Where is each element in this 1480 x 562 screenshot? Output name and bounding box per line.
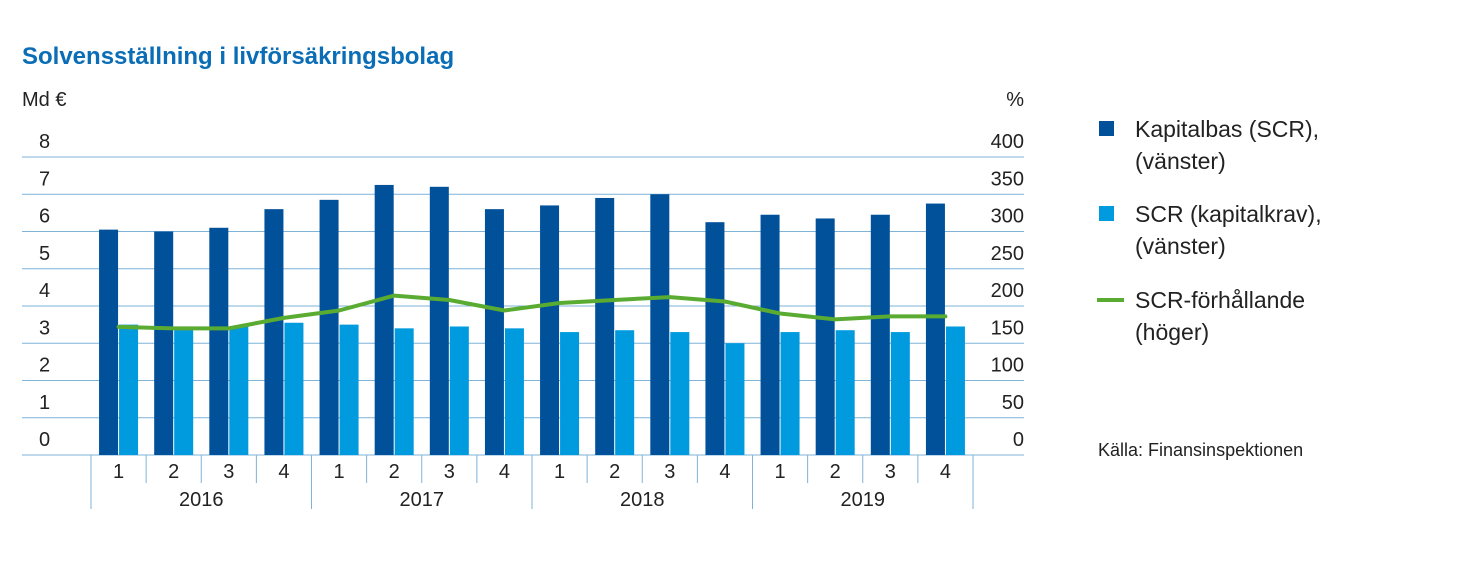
bar-scr	[339, 324, 359, 455]
quarter-label: 1	[554, 461, 565, 483]
right-tick-label: 50	[1002, 392, 1024, 414]
right-tick-label: 150	[991, 317, 1024, 339]
bar-kapitalbas	[650, 194, 670, 455]
left-tick-label: 6	[39, 206, 50, 228]
quarter-label: 1	[334, 461, 345, 483]
year-label: 2017	[400, 489, 445, 511]
right-axis-unit: %	[1006, 89, 1024, 111]
quarter-label: 2	[389, 461, 400, 483]
right-tick-label: 350	[991, 168, 1024, 190]
left-tick-label: 1	[39, 392, 50, 414]
bar-scr	[560, 332, 580, 455]
bar-scr	[174, 326, 194, 455]
year-label: 2018	[620, 489, 665, 511]
bar-scr	[394, 328, 414, 455]
bar-kapitalbas	[705, 222, 725, 455]
quarter-label: 2	[168, 461, 179, 483]
left-tick-label: 2	[39, 355, 50, 377]
right-tick-label: 300	[991, 206, 1024, 228]
bar-kapitalbas	[264, 209, 284, 455]
right-tick-label: 250	[991, 243, 1024, 265]
bar-scr	[229, 326, 249, 455]
bar-scr	[890, 332, 910, 455]
bar-scr	[670, 332, 690, 455]
x-axis: 1 2 3 4 1 2 3 4 1 2 3 4 1 2 3 4 2016 2017 2018 2019	[90, 455, 974, 511]
bar-kapitalbas	[484, 209, 504, 455]
legend: Kapitalbas (SCR), (vänster) SCR (kapitalkr…	[1097, 116, 1322, 345]
legend-swatch-scr	[1099, 206, 1114, 221]
left-tick-label: 5	[39, 243, 50, 265]
bar-scr	[284, 322, 304, 455]
bar-kapitalbas	[870, 214, 890, 455]
ratio-line	[116, 293, 948, 331]
quarter-label: 3	[444, 461, 455, 483]
legend-label: Kapitalbas (SCR),	[1135, 116, 1319, 142]
quarter-label: 2	[609, 461, 620, 483]
quarter-label: 2	[830, 461, 841, 483]
chart-title: Solvensställning i livförsäkringsbolag	[22, 43, 454, 70]
bar-kapitalbas	[429, 186, 449, 456]
left-axis-unit: Md €	[22, 89, 66, 111]
bar-kapitalbas	[374, 184, 394, 455]
bar-scr	[615, 330, 635, 455]
right-tick-label: 400	[991, 131, 1024, 153]
right-tick-label: 100	[991, 355, 1024, 377]
legend-label: (vänster)	[1135, 233, 1226, 259]
bar-scr	[725, 343, 745, 455]
bar-kapitalbas	[595, 197, 615, 455]
year-label: 2016	[179, 489, 224, 511]
bar-kapitalbas	[540, 205, 560, 455]
right-tick-label: 0	[1013, 429, 1024, 451]
legend-label: (höger)	[1135, 319, 1209, 345]
source-note: Källa: Finansinspektionen	[1098, 440, 1303, 460]
quarter-label: 4	[719, 461, 730, 483]
quarter-label: 3	[885, 461, 896, 483]
bar-kapitalbas	[815, 218, 835, 455]
left-tick-label: 4	[39, 280, 50, 302]
quarter-label: 3	[223, 461, 234, 483]
bar-scr	[945, 326, 965, 455]
bar-kapitalbas	[99, 229, 119, 455]
bar-scr	[449, 326, 469, 455]
right-tick-label: 200	[991, 280, 1024, 302]
legend-label: (vänster)	[1135, 148, 1226, 174]
year-label: 2019	[841, 489, 886, 511]
bar-kapitalbas	[154, 231, 174, 455]
quarter-label: 3	[664, 461, 675, 483]
bar-kapitalbas	[925, 203, 945, 455]
legend-label: SCR (kapitalkrav),	[1135, 201, 1322, 227]
bars	[99, 184, 965, 456]
legend-label: SCR-förhållande	[1135, 287, 1305, 313]
ratio-line-path	[116, 293, 948, 331]
bar-kapitalbas	[319, 199, 339, 455]
quarter-label: 4	[499, 461, 510, 483]
quarter-label: 4	[940, 461, 951, 483]
bar-scr	[504, 328, 524, 455]
quarter-label: 1	[113, 461, 124, 483]
left-axis-ticks: 0 1 2 3 4 5 6 7 8	[39, 131, 50, 451]
left-tick-label: 3	[39, 317, 50, 339]
left-tick-label: 8	[39, 131, 50, 153]
bar-kapitalbas	[760, 214, 780, 455]
legend-swatch-kapitalbas	[1099, 121, 1114, 136]
bar-scr	[835, 330, 855, 455]
bar-kapitalbas	[209, 227, 229, 455]
left-tick-label: 7	[39, 168, 50, 190]
quarter-label: 4	[278, 461, 289, 483]
right-axis-ticks: 0 50 100 150 200 250 300 350 400	[991, 131, 1024, 451]
bar-scr	[780, 332, 800, 455]
bar-scr	[119, 324, 139, 455]
left-tick-label: 0	[39, 429, 50, 451]
quarter-label: 1	[775, 461, 786, 483]
